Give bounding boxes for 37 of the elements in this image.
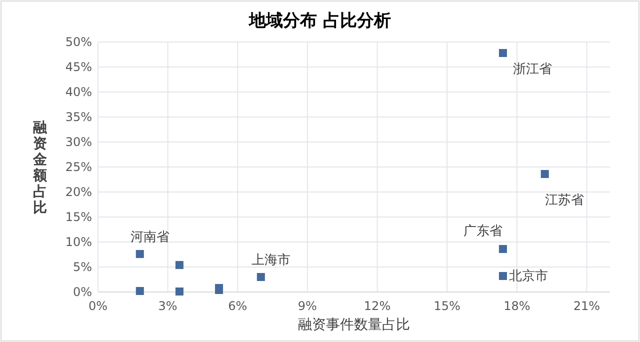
- y-tick-label: 0%: [72, 285, 92, 299]
- y-tick-label: 40%: [65, 85, 92, 99]
- point: [175, 261, 184, 269]
- point: [136, 287, 144, 295]
- x-tick-label: 6%: [228, 299, 248, 313]
- x-tick-label: 3%: [158, 299, 178, 313]
- y-tick-label: 25%: [65, 160, 92, 174]
- y-tick-label: 20%: [65, 185, 92, 199]
- point: [498, 245, 507, 253]
- point: [136, 250, 144, 258]
- y-tick-label: 30%: [65, 135, 92, 149]
- annotation: 浙江省: [512, 62, 552, 77]
- annotation: 广东省: [463, 224, 502, 239]
- point: [256, 273, 265, 281]
- y-tick-label: 35%: [65, 110, 92, 124]
- x-tick-label: 0%: [88, 299, 108, 313]
- annotation: 江苏省: [544, 193, 584, 208]
- x-axis-title: 融资事件数量占比: [298, 317, 410, 333]
- annotation: 河南省: [130, 230, 170, 245]
- y-tick-label: 50%: [65, 35, 92, 49]
- y-tick-label: 5%: [72, 260, 92, 274]
- x-tick-label: 21%: [573, 299, 600, 313]
- point: [175, 288, 184, 296]
- chart-title: 地域分布 占比分析: [248, 11, 391, 31]
- point: [498, 272, 507, 280]
- annotation: 上海市: [251, 253, 290, 268]
- y-tick-label: 10%: [65, 235, 92, 249]
- point: [498, 49, 507, 57]
- y-axis-title: 融资金额占比: [32, 120, 48, 216]
- point: [540, 170, 549, 178]
- x-tick-label: 9%: [298, 299, 317, 313]
- annotation: 北京市: [508, 269, 548, 284]
- x-tick-label: 18%: [504, 299, 530, 313]
- x-tick-label: 12%: [364, 299, 391, 313]
- x-tick-label: 15%: [434, 299, 460, 313]
- y-tick-label: 15%: [65, 210, 92, 224]
- y-tick-label: 45%: [65, 60, 92, 74]
